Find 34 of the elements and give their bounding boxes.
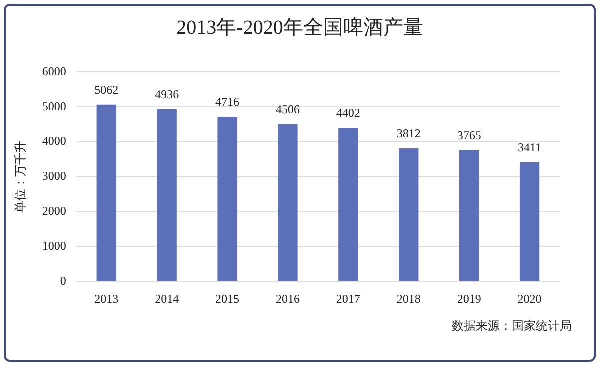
data-label: 4402 <box>336 106 360 120</box>
x-tick-label: 2016 <box>276 292 300 306</box>
data-label: 4936 <box>155 87 180 102</box>
bar <box>96 104 116 282</box>
x-tick-label: 2013 <box>94 292 119 306</box>
y-tick-label: 3000 <box>42 169 66 184</box>
x-tick-label: 2017 <box>336 292 360 306</box>
y-tick-label: 5000 <box>42 99 66 114</box>
bar <box>399 148 419 282</box>
y-axis-title: 单位：万千升 <box>13 140 28 213</box>
x-tick-label: 2014 <box>155 292 180 306</box>
x-tick-label: 2019 <box>457 292 482 306</box>
y-tick-label: 6000 <box>42 64 66 78</box>
y-tick-label: 0 <box>60 274 66 288</box>
x-tick-label: 2018 <box>396 292 421 306</box>
data-label: 3765 <box>457 128 482 142</box>
data-label: 3411 <box>518 140 542 155</box>
data-label: 3812 <box>396 126 421 141</box>
y-tick-label: 4000 <box>42 134 66 148</box>
bar <box>218 117 238 282</box>
x-tick-label: 2020 <box>518 292 542 306</box>
data-label: 4506 <box>276 102 300 116</box>
source-note: 数据来源：国家统计局 <box>452 318 572 334</box>
bar <box>520 162 540 282</box>
chart-title: 2013年-2020年全国啤酒产量 <box>176 16 424 41</box>
data-label: 4716 <box>216 95 240 110</box>
x-tick-label: 2015 <box>216 292 240 306</box>
bar <box>278 124 298 282</box>
data-label: 5062 <box>94 83 119 98</box>
y-tick-label: 2000 <box>42 204 66 218</box>
bar <box>157 109 177 282</box>
y-tick-label: 1000 <box>42 238 66 253</box>
bar <box>460 150 480 282</box>
bar <box>338 128 358 282</box>
